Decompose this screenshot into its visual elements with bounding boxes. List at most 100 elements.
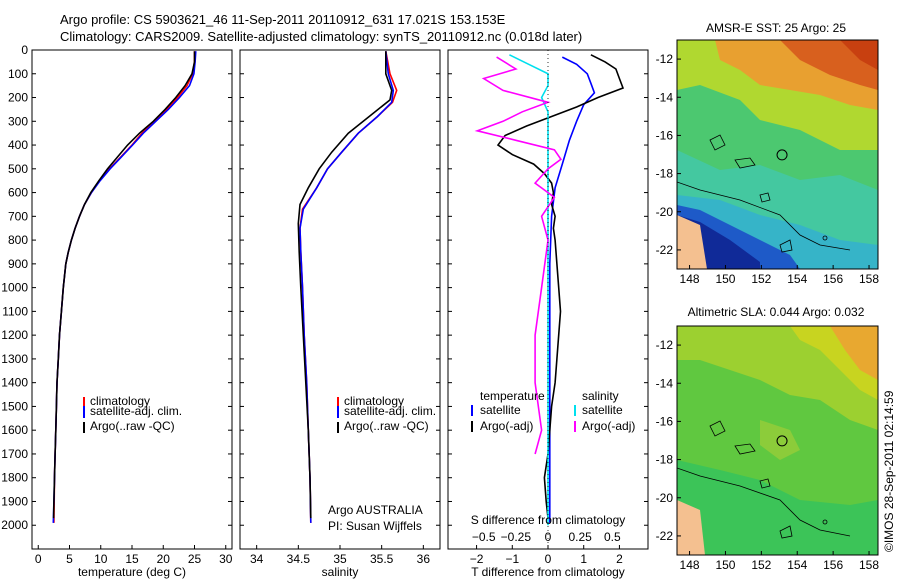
difference-lines bbox=[474, 54, 625, 526]
t-tick-label: 2 bbox=[616, 552, 623, 566]
lat-tick-label: -18 bbox=[656, 453, 674, 467]
x-tick-label: 36 bbox=[417, 552, 431, 566]
t-difference-label: T difference from climatology bbox=[471, 565, 625, 579]
sst-float-marker bbox=[776, 149, 788, 161]
lon-tick-label: 158 bbox=[859, 272, 879, 286]
depth-tick-label: 1600 bbox=[1, 423, 28, 437]
legend-label-argo: Argo(..raw -QC) bbox=[90, 419, 175, 433]
depth-tick-label: 700 bbox=[8, 209, 28, 223]
depth-tick-label: 1800 bbox=[1, 471, 28, 485]
temperature-lines bbox=[52, 51, 197, 523]
legend-label-climatology: climatology bbox=[344, 394, 404, 408]
x-tick-label: 5 bbox=[66, 552, 73, 566]
salinity-xlabel: salinity bbox=[322, 565, 359, 579]
legend-label-satellite: satellite-adj. clim. bbox=[344, 404, 436, 418]
lat-tick-label: -22 bbox=[656, 529, 674, 543]
x-tick-label: 0 bbox=[35, 552, 42, 566]
difference-depth-ticks bbox=[448, 49, 648, 526]
lat-tick-label: -12 bbox=[656, 52, 674, 66]
sla-map-panel: Altimetric SLA: 0.044 Argo: 0.032 148 150… bbox=[656, 305, 880, 572]
x-tick-label: 35 bbox=[333, 552, 347, 566]
series-line-3 bbox=[474, 56, 562, 455]
lat-tick-label: -16 bbox=[656, 128, 674, 142]
lon-tick-label: 156 bbox=[823, 558, 843, 572]
x-tick-label: 34 bbox=[250, 552, 264, 566]
depth-tick-label: 1400 bbox=[1, 376, 28, 390]
t-tick-label: −1 bbox=[505, 552, 519, 566]
series-line-2 bbox=[52, 51, 196, 519]
x-tick-label: 35.5 bbox=[370, 552, 394, 566]
s-tick-label: −0.25 bbox=[501, 530, 532, 544]
depth-tick-label: 800 bbox=[8, 233, 28, 247]
x-tick-label: 10 bbox=[94, 552, 108, 566]
lon-tick-label: 150 bbox=[715, 558, 735, 572]
lon-tick-label: 154 bbox=[787, 558, 807, 572]
lat-tick-label: -14 bbox=[656, 376, 674, 390]
legend-label-satellite: satellite-adj. clim. bbox=[90, 404, 182, 418]
legend-label-s-satellite: satellite bbox=[582, 403, 623, 417]
series-line-0 bbox=[549, 56, 596, 523]
legend-title-temperature: temperature bbox=[480, 389, 545, 403]
sla-map-ticks: 148 150 152 154 156 158 -12 -14 -16 -18 -20 -22 bbox=[656, 338, 880, 572]
header-line-1: Argo profile: CS 5903621_46 11-Sep-2011 … bbox=[60, 12, 506, 27]
depth-ticks: 0 100 200 300 400 500 600 700 800 900 1000 1100 1200… bbox=[1, 43, 232, 532]
lat-tick-label: -22 bbox=[656, 243, 674, 257]
depth-tick-label: 1900 bbox=[1, 494, 28, 508]
difference-panel: −2 −1 0 1 2 −0.5 −0.25 0 0.25 0.5 S difference fr… bbox=[447, 49, 649, 579]
legend-label-t-argo: Argo(-adj) bbox=[480, 419, 533, 433]
t-tick-label: 0 bbox=[545, 552, 552, 566]
lat-tick-label: -18 bbox=[656, 167, 674, 181]
depth-tick-label: 1500 bbox=[1, 399, 28, 413]
temperature-axes-box bbox=[31, 49, 233, 550]
salinity-axes-box bbox=[239, 49, 441, 550]
depth-tick-label: 500 bbox=[8, 162, 28, 176]
x-tick-label: 25 bbox=[188, 552, 202, 566]
depth-tick-label: 2000 bbox=[1, 518, 28, 532]
header-line-2: Climatology: CARS2009. Satellite-adjuste… bbox=[60, 29, 582, 44]
depth-tick-label: 1100 bbox=[2, 304, 28, 318]
depth-tick-label: 300 bbox=[8, 114, 28, 128]
x-tick-label: 34.5 bbox=[287, 552, 311, 566]
x-tick-label: 30 bbox=[219, 552, 233, 566]
s-difference-label: S difference from climatology bbox=[471, 513, 626, 527]
lon-tick-label: 148 bbox=[680, 558, 700, 572]
sst-map-panel: AMSR-E SST: 25 Argo: 25 148 150 152 154 156 1… bbox=[656, 21, 880, 286]
depth-tick-label: 1300 bbox=[1, 352, 28, 366]
sla-float-marker bbox=[776, 435, 788, 447]
depth-tick-label: 0 bbox=[21, 43, 28, 57]
sst-map-ticks: 148 150 152 154 156 158 -12 -14 -16 -18 -20 -22 bbox=[656, 52, 880, 286]
s-tick-label: 0 bbox=[545, 530, 552, 544]
s-tick-label: −0.5 bbox=[472, 530, 496, 544]
salinity-legend: climatology satellite-adj. clim. Argo(..… bbox=[337, 394, 436, 433]
depth-tick-label: 1700 bbox=[1, 447, 28, 461]
series-line-2 bbox=[297, 51, 393, 519]
t-tick-label: −2 bbox=[470, 552, 484, 566]
x-tick-label: 20 bbox=[157, 552, 171, 566]
s-tick-label: 0.25 bbox=[568, 530, 592, 544]
legend-label-climatology: climatology bbox=[90, 394, 150, 408]
lat-tick-label: -20 bbox=[656, 491, 674, 505]
lon-tick-label: 150 bbox=[715, 272, 735, 286]
series-line-1 bbox=[496, 54, 625, 519]
temperature-panel: 0100200300400500600700800900100011001200… bbox=[1, 43, 232, 579]
difference-xticks: −2 −1 0 1 2 −0.5 −0.25 0 0.25 0.5 bbox=[470, 530, 623, 566]
float-pi: PI: Susan Wijffels bbox=[328, 519, 422, 533]
x-tick-label: 15 bbox=[125, 552, 139, 566]
depth-tick-label: 200 bbox=[8, 91, 28, 105]
lon-tick-label: 158 bbox=[859, 558, 879, 572]
lat-tick-label: -12 bbox=[656, 338, 674, 352]
legend-label-argo: Argo(..raw -QC) bbox=[344, 419, 429, 433]
imos-timestamp: ©IMOS 28-Sep-2011 02:14:59 bbox=[882, 390, 896, 552]
t-tick-label: 1 bbox=[580, 552, 587, 566]
depth-tick-label: 600 bbox=[8, 186, 28, 200]
depth-tick-label: 400 bbox=[8, 138, 28, 152]
salinity-lines bbox=[297, 51, 398, 523]
lat-tick-label: -14 bbox=[656, 90, 674, 104]
depth-tick-label: 1200 bbox=[1, 328, 28, 342]
difference-legend: temperature salinity satellite Argo(-adj… bbox=[471, 389, 635, 433]
legend-label-t-satellite: satellite bbox=[480, 403, 521, 417]
salinity-depth-ticks bbox=[240, 49, 440, 526]
sla-map-title: Altimetric SLA: 0.044 Argo: 0.032 bbox=[688, 305, 865, 319]
lon-tick-label: 154 bbox=[787, 272, 807, 286]
